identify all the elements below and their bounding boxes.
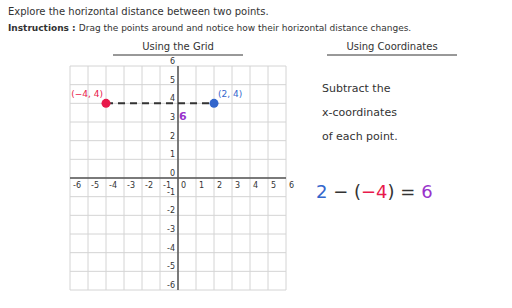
explanation-line: Subtract the: [322, 82, 391, 95]
panel-title: Using the Grid: [142, 41, 214, 52]
y-tick-label: 6: [170, 57, 175, 66]
instructions-lead: Instructions :: [8, 23, 79, 33]
panel-title-underline: [113, 55, 243, 56]
instructions-text: Drag the points around and notice how th…: [79, 23, 411, 33]
distance-label: 6: [179, 110, 187, 123]
panel-title-underline: [327, 55, 457, 56]
y-tick-label: 3: [170, 113, 175, 122]
equation-part: 2: [316, 181, 327, 202]
x-tick-label: 0: [181, 181, 186, 190]
y-axis-line: [177, 66, 179, 290]
y-tick-label: 4: [170, 94, 175, 103]
chart: Explore the horizontal distance between …: [0, 0, 512, 308]
distance-line: [106, 102, 214, 104]
title: Explore the horizontal distance between …: [8, 6, 269, 17]
x-tick-label: -2: [145, 181, 153, 190]
point-label: (−4, 4): [71, 89, 103, 99]
y-tick-label: 1: [170, 150, 175, 159]
x-tick-label: 5: [271, 181, 276, 190]
grid-line-x: [178, 66, 179, 290]
y-tick-label: 0: [170, 169, 175, 178]
y-tick-label: -1: [167, 188, 175, 197]
equation-part: − (: [327, 181, 361, 202]
x-tick-label: 1: [199, 181, 204, 190]
y-tick-label: 5: [170, 76, 175, 85]
x-tick-label: -6: [73, 181, 81, 190]
explanation-line: of each point.: [322, 130, 398, 143]
x-tick-label: -5: [91, 181, 99, 190]
y-tick-label: -3: [167, 225, 175, 234]
y-tick-label: 2: [170, 132, 175, 141]
panel-title: Using Coordinates: [346, 41, 437, 52]
instructions: Instructions : Drag the points around an…: [8, 23, 411, 33]
x-tick-label: -3: [127, 181, 135, 190]
point: [210, 99, 219, 108]
y-tick-label: -2: [167, 206, 175, 215]
y-tick-label: -5: [167, 262, 175, 271]
x-tick-label: 4: [253, 181, 258, 190]
point: [102, 99, 111, 108]
x-tick-label: 3: [235, 181, 240, 190]
x-tick-label: -4: [109, 181, 117, 190]
explanation-line: x-coordinates: [322, 106, 397, 119]
x-tick-label: 6: [289, 181, 294, 190]
y-tick-label: -4: [167, 244, 175, 253]
equation: 2 − (−4) = 6: [316, 181, 433, 202]
marks: [102, 99, 219, 108]
equation-part: −4: [361, 181, 388, 202]
equation-part: 6: [421, 181, 432, 202]
y-tick-label: -6: [167, 281, 175, 290]
x-tick-label: 2: [217, 181, 222, 190]
point-label: (2, 4): [218, 89, 242, 99]
equation-part: ) =: [388, 181, 422, 202]
grid: [70, 66, 286, 290]
